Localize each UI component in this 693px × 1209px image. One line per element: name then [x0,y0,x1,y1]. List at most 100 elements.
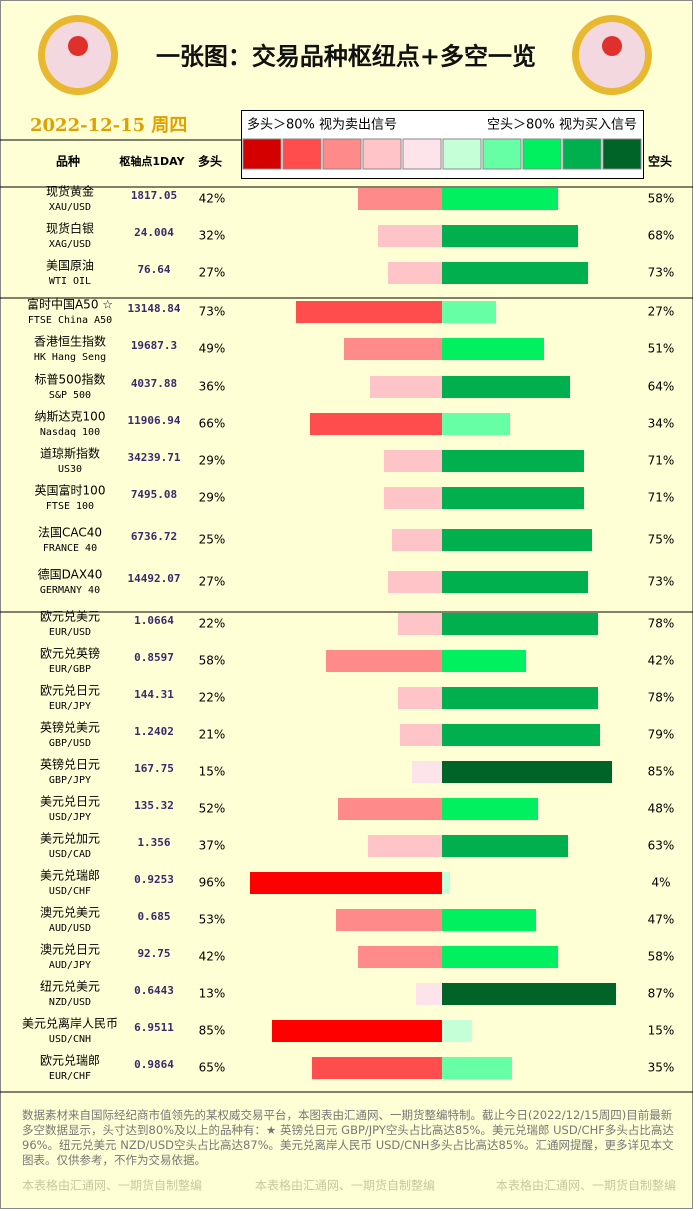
short-bar [442,571,588,593]
short-bar [442,376,570,398]
long-bar [336,909,442,931]
pivot: 1.2402 [134,725,174,738]
watermark: 本表格由汇通网、一期货自制整编 [22,1178,202,1193]
name: 英国富时100 [35,483,106,498]
legend-swatch [562,138,602,170]
short-bar [442,188,558,210]
short-bar [442,413,510,435]
long-bar [378,225,442,247]
code: NZD/USD [49,997,91,1008]
long-label: 65% [199,1061,226,1075]
long-bar [358,946,442,968]
name: 欧元兑美元 [40,610,100,624]
short-label: 15% [648,1024,675,1038]
code: WTI OIL [49,276,91,287]
short-bar [442,1020,472,1042]
short-label: 58% [648,192,675,206]
long-label: 29% [199,491,226,505]
pivot: 6.9511 [134,1021,174,1034]
pivot: 19687.3 [131,339,177,352]
short-label: 35% [648,1061,675,1075]
name: 法国CAC40 [38,526,102,540]
pivot: 0.9253 [134,873,174,886]
long-label: 96% [199,876,226,890]
watermark: 本表格由汇通网、一期货自制整编 [255,1178,435,1193]
short-bar [442,613,598,635]
title: 一张图：交易品种枢纽点+多空一览 [156,42,536,71]
short-bar [442,262,588,284]
short-bar [442,798,538,820]
short-bar [442,983,616,1005]
pivot: 13148.84 [128,302,181,315]
code: USD/JPY [49,812,91,823]
code: EUR/USD [49,627,91,638]
name: 美元兑日元 [40,795,100,809]
short-label: 78% [648,691,675,705]
name: 现货白银 [46,221,94,236]
code: AUD/JPY [49,960,91,971]
short-label: 71% [648,454,675,468]
short-bar [442,301,496,323]
code: GBP/JPY [49,775,91,786]
code: FTSE China A50 [28,315,112,326]
name: 英镑兑美元 [40,720,100,735]
short-bar [442,761,612,783]
code: HK Hang Seng [34,352,106,363]
short-label: 4% [651,876,670,890]
long-bar [388,571,442,593]
code: Nasdaq 100 [40,427,100,438]
short-label: 27% [648,305,675,319]
header-name: 品种 [56,154,80,169]
long-bar [250,872,442,894]
header-long: 多头 [198,154,222,169]
code: USD/CAD [49,849,91,860]
short-bar [442,724,600,746]
long-label: 36% [199,380,226,394]
short-bar [442,338,544,360]
long-bar [296,301,442,323]
name: 美元兑瑞郎 [40,869,100,883]
code: FTSE 100 [46,501,94,512]
short-label: 47% [648,913,675,927]
long-bar [388,262,442,284]
short-label: 34% [648,417,675,431]
long-label: 22% [199,617,226,631]
pivot: 14492.07 [128,572,181,585]
pivot: 1.0664 [134,614,174,627]
long-bar [310,413,442,435]
code: USD/CHF [49,886,91,897]
name: 标普500指数 [35,372,106,387]
short-label: 87% [648,987,675,1001]
legend-swatch [482,138,522,170]
long-label: 13% [199,987,226,1001]
long-bar [338,798,442,820]
long-label: 49% [199,342,226,356]
code: S&P 500 [49,390,91,401]
legend-swatch [442,138,482,170]
short-label: 64% [648,380,675,394]
pivot: 0.8597 [134,651,174,664]
name: 美国原油 [46,259,94,273]
legend-swatch [522,138,562,170]
long-label: 22% [199,691,226,705]
short-label: 68% [648,229,675,243]
name: 纽元兑美元 [40,980,100,994]
code: GBP/USD [49,738,91,749]
short-bar [442,909,536,931]
short-bar [442,487,584,509]
legend-swatch [362,138,402,170]
name: 欧元兑英镑 [40,646,100,661]
long-label: 21% [199,728,226,742]
legend-left: 多头＞80% 视为卖出信号 [247,117,397,133]
long-label: 15% [199,765,226,779]
watermark: 本表格由汇通网、一期货自制整编 [496,1178,676,1193]
code: US30 [58,464,82,475]
code: EUR/CHF [49,1071,91,1082]
name: 澳元兑美元 [40,906,100,920]
short-label: 73% [648,575,675,589]
long-bar [412,761,442,783]
long-label: 29% [199,454,226,468]
legend-swatch [282,138,322,170]
short-label: 58% [648,950,675,964]
name: 澳元兑日元 [40,943,100,957]
